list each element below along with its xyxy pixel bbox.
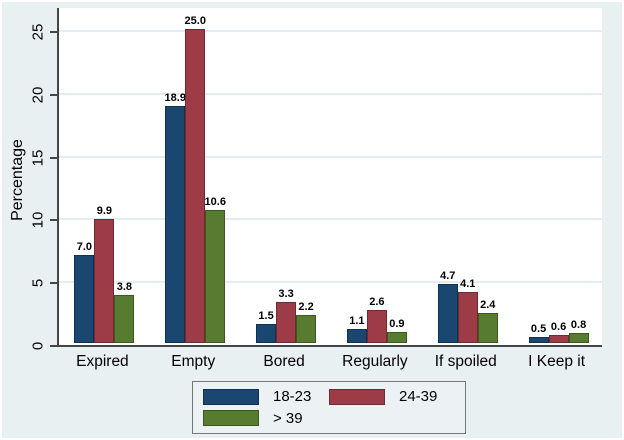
bar-value-label: 0.9 <box>389 317 405 330</box>
bar-group-expired: 7.0 9.9 3.8 <box>74 205 135 343</box>
y-tick-label-20: 20 <box>29 86 47 104</box>
bar-value-label: 2.6 <box>369 296 385 309</box>
legend: 18-23 24-39 > 39 <box>192 381 466 434</box>
y-tick-10 <box>50 219 57 222</box>
legend-item-24-39: 24-39 <box>329 388 455 405</box>
bar-value-label: 18.9 <box>164 91 186 104</box>
bar-24-39-3: 3.3 <box>276 288 297 343</box>
legend-swatch-icon <box>203 388 259 405</box>
bar-value-label: 0.8 <box>570 318 587 331</box>
y-tick-0 <box>50 345 57 347</box>
legend-label: 24-39 <box>399 388 438 406</box>
y-tick-label-0: 0 <box>29 341 47 351</box>
bar-group-bored: 1.5 3.3 2.2 <box>256 288 317 343</box>
bar-value-label: 4.7 <box>440 269 456 282</box>
bar-24-39-1: 9.9 <box>94 205 115 343</box>
y-tick-20 <box>50 93 57 96</box>
legend-item->39: > 39 <box>203 410 329 427</box>
legend-item-18-23: 18-23 <box>203 388 329 405</box>
bar->39-3: 2.2 <box>296 301 317 343</box>
bar->39-2: 10.6 <box>205 196 226 343</box>
legend-swatch-icon <box>203 410 259 427</box>
bar->39-5: 2.4 <box>477 299 498 343</box>
y-tick-25 <box>50 31 57 33</box>
y-tick-5 <box>50 282 57 285</box>
bar-24-39-4: 2.6 <box>366 296 387 343</box>
y-tick-label-10: 10 <box>29 212 47 229</box>
bar-value-label: 1.5 <box>258 310 274 323</box>
y-tick-label-25: 25 <box>29 23 47 41</box>
bar-value-label: 0.6 <box>550 321 567 334</box>
bar-value-label: 3.3 <box>278 287 294 300</box>
bar-value-label: 7.0 <box>76 241 93 254</box>
bar->39-1: 3.8 <box>114 281 135 343</box>
y-tick-15 <box>50 156 57 159</box>
y-tick-label-5: 5 <box>29 279 47 288</box>
bar-value-label: 3.8 <box>116 281 133 294</box>
gridline-5 <box>59 281 602 284</box>
y-tick-label-15: 15 <box>29 149 47 166</box>
bar-18-23-5: 4.7 <box>437 270 458 343</box>
bar->39-6: 0.8 <box>568 319 589 343</box>
plot-area: 7.0 9.9 3.8 18.9 25.0 10.6 1.5 3.3 2.2 1.1 2.6 0.9 4… <box>57 8 602 347</box>
bar-value-label: 1.1 <box>349 315 365 328</box>
bar-value-label: 9.9 <box>96 204 113 217</box>
bar-value-label: 10.6 <box>204 195 226 208</box>
bar-value-label: 2.2 <box>298 301 314 314</box>
bar-group-i-keep-it: 0.5 0.6 0.8 <box>528 319 589 343</box>
bar-18-23-1: 7.0 <box>74 241 95 343</box>
legend-label: > 39 <box>273 409 303 427</box>
bar-value-label: 25.0 <box>184 15 206 27</box>
bar-18-23-3: 1.5 <box>256 310 277 343</box>
bar-group-if-spoiled: 4.7 4.1 2.4 <box>437 270 498 343</box>
bar-18-23-2: 18.9 <box>165 92 186 343</box>
bar-24-39-6: 0.6 <box>548 321 569 343</box>
bar-value-label: 2.4 <box>480 298 496 311</box>
bar-18-23-4: 1.1 <box>346 315 367 343</box>
bar-group-regularly: 1.1 2.6 0.9 <box>346 296 407 343</box>
legend-label: 18-23 <box>273 388 312 406</box>
bar-24-39-2: 25.0 <box>185 15 206 343</box>
bar-value-label: 4.1 <box>460 277 476 290</box>
gridline-15 <box>59 155 602 158</box>
gridline-20 <box>59 92 602 95</box>
bar-24-39-5: 4.1 <box>457 278 478 343</box>
bar-18-23-6: 0.5 <box>528 323 549 343</box>
gridline-10 <box>59 218 602 221</box>
bar-group-empty: 18.9 25.0 10.6 <box>165 15 226 343</box>
legend-swatch-icon <box>329 388 385 405</box>
bar-value-label: 0.5 <box>530 322 547 335</box>
gridline-25 <box>59 30 602 32</box>
bar->39-4: 0.9 <box>386 318 407 343</box>
